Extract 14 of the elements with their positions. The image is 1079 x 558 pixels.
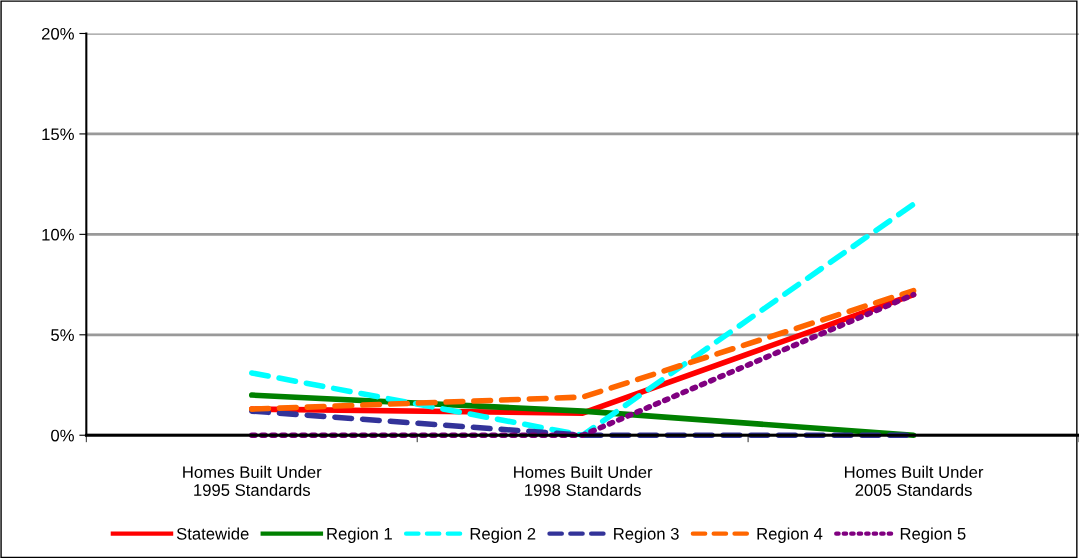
x-tick-label: Homes Built Under 2005 Standards <box>844 465 984 496</box>
y-tick-label: 0% <box>51 429 74 442</box>
legend-label: Region 3 <box>614 527 679 543</box>
legend-label: Region 4 <box>757 527 823 543</box>
legend-label: Region 1 <box>327 527 392 543</box>
legend-label: Statewide <box>176 527 249 540</box>
legend-label: Region 2 <box>470 527 536 543</box>
x-tick-label: Homes Built Under 1998 Standards <box>514 465 653 496</box>
legend-label: Region 5 <box>900 527 966 543</box>
x-tick-label: Homes Built Under 1995 Standards <box>183 465 322 496</box>
y-tick-label: 5% <box>51 329 74 341</box>
y-tick-label: 10% <box>42 228 74 241</box>
y-tick-label: 15% <box>42 128 74 141</box>
y-tick-label: 20% <box>42 27 74 40</box>
